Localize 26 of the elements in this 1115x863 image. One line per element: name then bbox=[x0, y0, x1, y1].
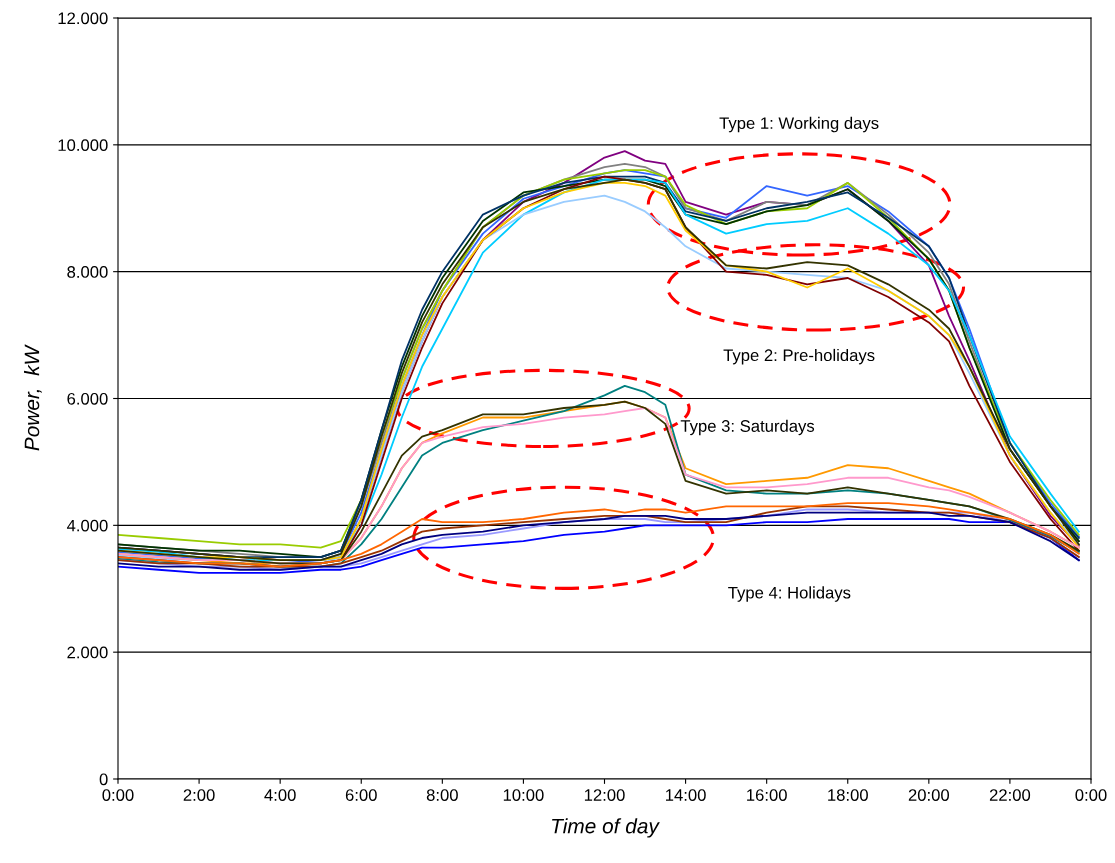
x-tick-label: 16:00 bbox=[747, 789, 787, 801]
x-tick-label: 2:00 bbox=[183, 789, 215, 801]
x-tick-label: 22:00 bbox=[989, 789, 1031, 801]
x-tick-label: 0:00 bbox=[102, 789, 134, 801]
y-tick-label: 2.000 bbox=[67, 646, 108, 659]
x-tick-label: 6:00 bbox=[345, 789, 377, 801]
y-tick-label: 12.000 bbox=[58, 12, 108, 25]
x-tick-label: 0:00 bbox=[1075, 789, 1107, 801]
x-tick-label: 18:00 bbox=[828, 789, 868, 801]
x-tick-label: 8:00 bbox=[426, 789, 458, 801]
y-tick-label: 10.000 bbox=[58, 139, 108, 152]
x-axis-title: Time of day bbox=[552, 818, 660, 838]
annotation: Type 3: Saturdays bbox=[680, 419, 815, 436]
y-tick-label: 6.000 bbox=[67, 392, 108, 405]
x-tick-label: 12:00 bbox=[584, 789, 625, 801]
y-tick-label: 4.000 bbox=[66, 519, 108, 532]
x-tick-label: 4:00 bbox=[264, 789, 296, 801]
annotation: Type 1: Working days bbox=[719, 116, 879, 133]
y-tick-label: 8.000 bbox=[67, 266, 108, 278]
x-tick-label: 10:00 bbox=[503, 789, 544, 801]
annotation: Type 2: Pre-holidays bbox=[723, 348, 875, 365]
x-tick-label: 20:00 bbox=[908, 789, 950, 801]
annotation: Type 4: Holidays bbox=[728, 586, 851, 602]
x-tick-label: 14:00 bbox=[666, 789, 706, 801]
y-axis-title: Power, kW bbox=[24, 344, 42, 451]
y-tick-label: 0 bbox=[99, 773, 108, 786]
